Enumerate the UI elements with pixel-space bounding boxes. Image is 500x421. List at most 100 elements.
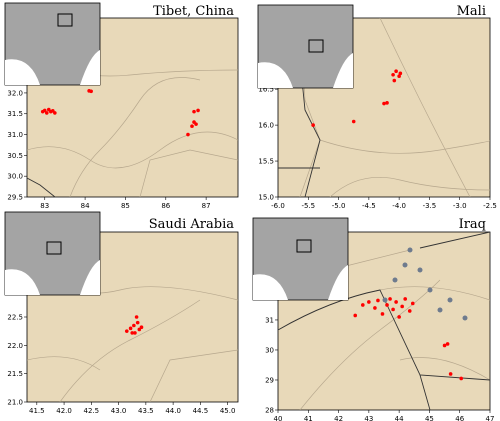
- detection-point: [388, 297, 392, 301]
- urban-area: [462, 315, 468, 321]
- detection-point: [382, 101, 386, 106]
- detection-point: [361, 303, 365, 307]
- urban-area: [447, 297, 453, 303]
- road: [329, 177, 490, 197]
- inset-extent: [308, 39, 324, 53]
- detection-point: [373, 306, 377, 310]
- detection-point: [445, 342, 450, 346]
- x-tick-label: 84: [81, 202, 90, 210]
- detection-point: [407, 309, 412, 313]
- x-tick-label: 41.5: [29, 407, 45, 415]
- y-tick-label: 22.5: [7, 314, 23, 322]
- detection-point: [137, 327, 142, 332]
- x-tick-label: 42.0: [56, 407, 72, 415]
- border: [278, 232, 490, 410]
- x-tick-label: 42.5: [84, 407, 100, 415]
- detection-point: [403, 297, 408, 301]
- x-tick-label: 41: [304, 415, 313, 421]
- y-tick-label: 21.5: [7, 370, 23, 378]
- x-tick-label: 83: [40, 202, 49, 210]
- detection-point: [442, 343, 447, 348]
- detection-point: [394, 69, 398, 73]
- x-tick-label: 44: [395, 415, 404, 421]
- urban-area: [382, 297, 388, 303]
- y-tick-label: 21.0: [7, 399, 23, 407]
- x-tick-label: -6.0: [271, 202, 285, 210]
- urban-area: [437, 307, 443, 313]
- detection-point: [397, 315, 401, 319]
- x-tick-label: 87: [202, 202, 211, 210]
- road: [379, 18, 471, 197]
- x-tick-label: 46: [455, 415, 464, 421]
- detection-point: [400, 304, 404, 309]
- inset-water: [5, 50, 100, 85]
- x-tick-label: -3.0: [453, 202, 467, 210]
- panel-title: Saudi Arabia: [149, 217, 234, 232]
- y-tick-label: 22.0: [7, 342, 23, 350]
- x-tick-label: 43.0: [111, 407, 127, 415]
- x-tick-label: -4.5: [362, 202, 376, 210]
- detection-point: [124, 329, 129, 333]
- detection-point: [139, 325, 144, 330]
- x-tick-label: 43.5: [138, 407, 154, 415]
- y-tick-label: 32.0: [7, 89, 23, 97]
- inset-extent: [296, 239, 312, 253]
- x-tick-label: -2.5: [483, 202, 497, 210]
- border: [27, 177, 56, 197]
- detection-point: [133, 331, 137, 335]
- y-tick-label: 30.5: [7, 152, 23, 160]
- detection-point: [190, 124, 194, 129]
- detection-point: [367, 300, 371, 304]
- y-tick-label: 31.5: [7, 110, 23, 118]
- y-tick-label: 29.5: [7, 194, 23, 202]
- detection-point: [130, 331, 135, 335]
- detection-point: [385, 101, 389, 105]
- detection-point: [53, 111, 57, 115]
- detection-point: [398, 71, 403, 76]
- x-tick-label: -3.5: [423, 202, 437, 210]
- detection-point: [394, 300, 398, 304]
- detection-point: [311, 123, 315, 127]
- map-panel: -6.0 -5.5 -5.0 -4.5 -4.0 -3.5 -3.0 -2.5 15.0 15.5…: [257, 4, 497, 210]
- detection-point: [196, 108, 200, 113]
- detection-point: [392, 78, 397, 83]
- x-tick-label: 85: [121, 202, 130, 210]
- y-tick-label: 30: [265, 346, 274, 354]
- roads: [27, 59, 238, 197]
- x-tick-label: 47: [486, 415, 495, 421]
- detection-point: [132, 323, 136, 328]
- y-tick-label: 31.0: [7, 131, 23, 139]
- x-tick-label: 42: [334, 415, 343, 421]
- detection-point: [376, 298, 380, 303]
- x-tick-label: 44.5: [193, 407, 209, 415]
- urban-area: [427, 287, 433, 293]
- detection-point: [353, 313, 358, 318]
- detection-point: [397, 74, 401, 79]
- y-tick-label: 15.5: [258, 158, 274, 166]
- inset-extent: [57, 13, 73, 27]
- panel-title: Tibet, China: [153, 4, 234, 19]
- detection-point: [391, 307, 395, 312]
- inset-water: [258, 53, 353, 88]
- x-tick-label: 45: [425, 415, 434, 421]
- y-tick-label: 31: [265, 316, 274, 324]
- road: [399, 357, 490, 381]
- detection-point: [42, 108, 47, 113]
- road: [27, 356, 101, 371]
- detection-point: [385, 303, 389, 307]
- road: [59, 299, 201, 402]
- detection-point: [380, 312, 385, 316]
- detection-point: [410, 301, 415, 306]
- road: [299, 279, 441, 410]
- x-tick-label: 43: [364, 415, 373, 421]
- y-tick-label: 28: [265, 407, 274, 415]
- x-tick-label: 45.0: [220, 407, 236, 415]
- detection-point: [128, 326, 133, 331]
- x-tick-label: -4.0: [392, 202, 406, 210]
- detection-point: [351, 119, 356, 124]
- y-tick-label: 16.0: [258, 122, 274, 130]
- map-panel: 41.5 42.0 42.5 43.0 43.5 44.0 44.5 45.0 21.0 21.5…: [4, 211, 239, 415]
- x-tick-label: 86: [161, 202, 170, 210]
- x-tick-label: 40: [274, 415, 283, 421]
